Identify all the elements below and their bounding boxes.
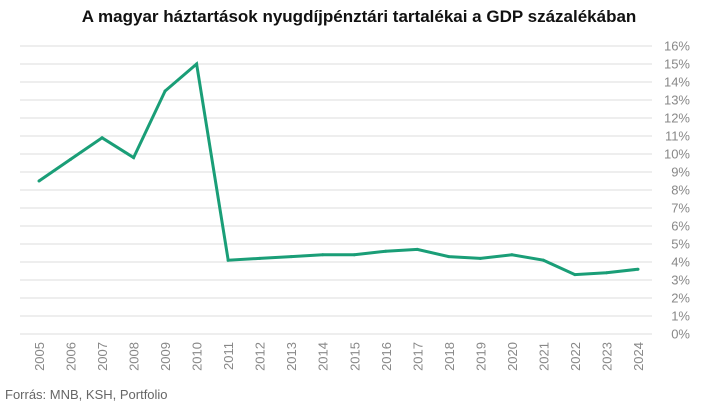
x-tick-label: 2017 [410, 342, 425, 371]
y-tick-label: 1% [671, 309, 690, 324]
y-tick-label: 12% [664, 111, 690, 126]
y-axis-ticks: 0% 1% 2% 3% 4% 5% 6% 7% 8% 9% 10% 11% 12% 13% 14% 15% 16… [664, 39, 690, 342]
data-point [352, 253, 356, 257]
data-point [415, 247, 419, 251]
x-tick-label: 2012 [253, 342, 268, 371]
y-tick-label: 13% [664, 93, 690, 108]
y-tick-label: 2% [671, 291, 690, 306]
x-tick-label: 2015 [347, 342, 362, 371]
chart-title: A magyar háztartások nyugdíjpénztári tar… [81, 7, 637, 26]
x-axis-ticks: 2005 2006 2007 2008 2009 2010 2011 2012 2013 2014… [32, 342, 646, 371]
gridlines [20, 45, 652, 335]
x-tick-label: 2018 [442, 342, 457, 371]
y-tick-label: 0% [671, 327, 690, 342]
y-tick-label: 16% [664, 39, 690, 54]
x-tick-label: 2005 [32, 342, 47, 371]
y-tick-label: 11% [665, 129, 690, 144]
data-point [478, 256, 482, 260]
data-point [510, 253, 514, 257]
data-point [195, 62, 199, 66]
data-point [163, 89, 167, 93]
x-tick-label: 2019 [473, 342, 488, 371]
x-tick-label: 2016 [379, 342, 394, 371]
x-tick-label: 2009 [158, 342, 173, 371]
data-point [321, 253, 325, 257]
y-tick-label: 9% [671, 165, 690, 180]
series-group [37, 61, 640, 277]
x-tick-label: 2010 [190, 342, 205, 371]
x-tick-label: 2022 [568, 342, 583, 371]
y-tick-label: 14% [664, 75, 690, 90]
y-tick-label: 6% [671, 219, 690, 234]
data-point [384, 249, 388, 253]
data-point [573, 273, 577, 277]
y-tick-label: 7% [671, 201, 690, 216]
data-point [447, 255, 451, 259]
x-tick-label: 2021 [536, 342, 551, 371]
series-line [38, 61, 639, 277]
data-point [541, 258, 545, 262]
data-point [37, 179, 41, 183]
data-point [258, 256, 262, 260]
x-tick-label: 2020 [505, 342, 520, 371]
y-tick-label: 10% [664, 147, 690, 162]
data-point [226, 258, 230, 262]
data-point [636, 267, 640, 271]
x-tick-label: 2014 [316, 342, 331, 371]
y-tick-label: 8% [671, 183, 690, 198]
y-tick-label: 5% [671, 237, 690, 252]
x-tick-label: 2008 [127, 342, 142, 371]
x-tick-label: 2023 [599, 342, 614, 371]
data-point [100, 136, 104, 140]
x-tick-label: 2024 [631, 342, 646, 371]
y-tick-label: 15% [664, 57, 690, 72]
y-tick-label: 4% [671, 255, 690, 270]
x-tick-label: 2006 [64, 342, 79, 371]
data-point [132, 156, 136, 160]
x-tick-label: 2013 [284, 342, 299, 371]
x-tick-label: 2007 [95, 342, 110, 371]
data-point [289, 255, 293, 259]
source-note: Forrás: MNB, KSH, Portfolio [5, 387, 168, 402]
data-point [69, 157, 73, 161]
data-point [604, 271, 608, 275]
x-tick-label: 2011 [221, 342, 236, 370]
y-tick-label: 3% [671, 273, 690, 288]
